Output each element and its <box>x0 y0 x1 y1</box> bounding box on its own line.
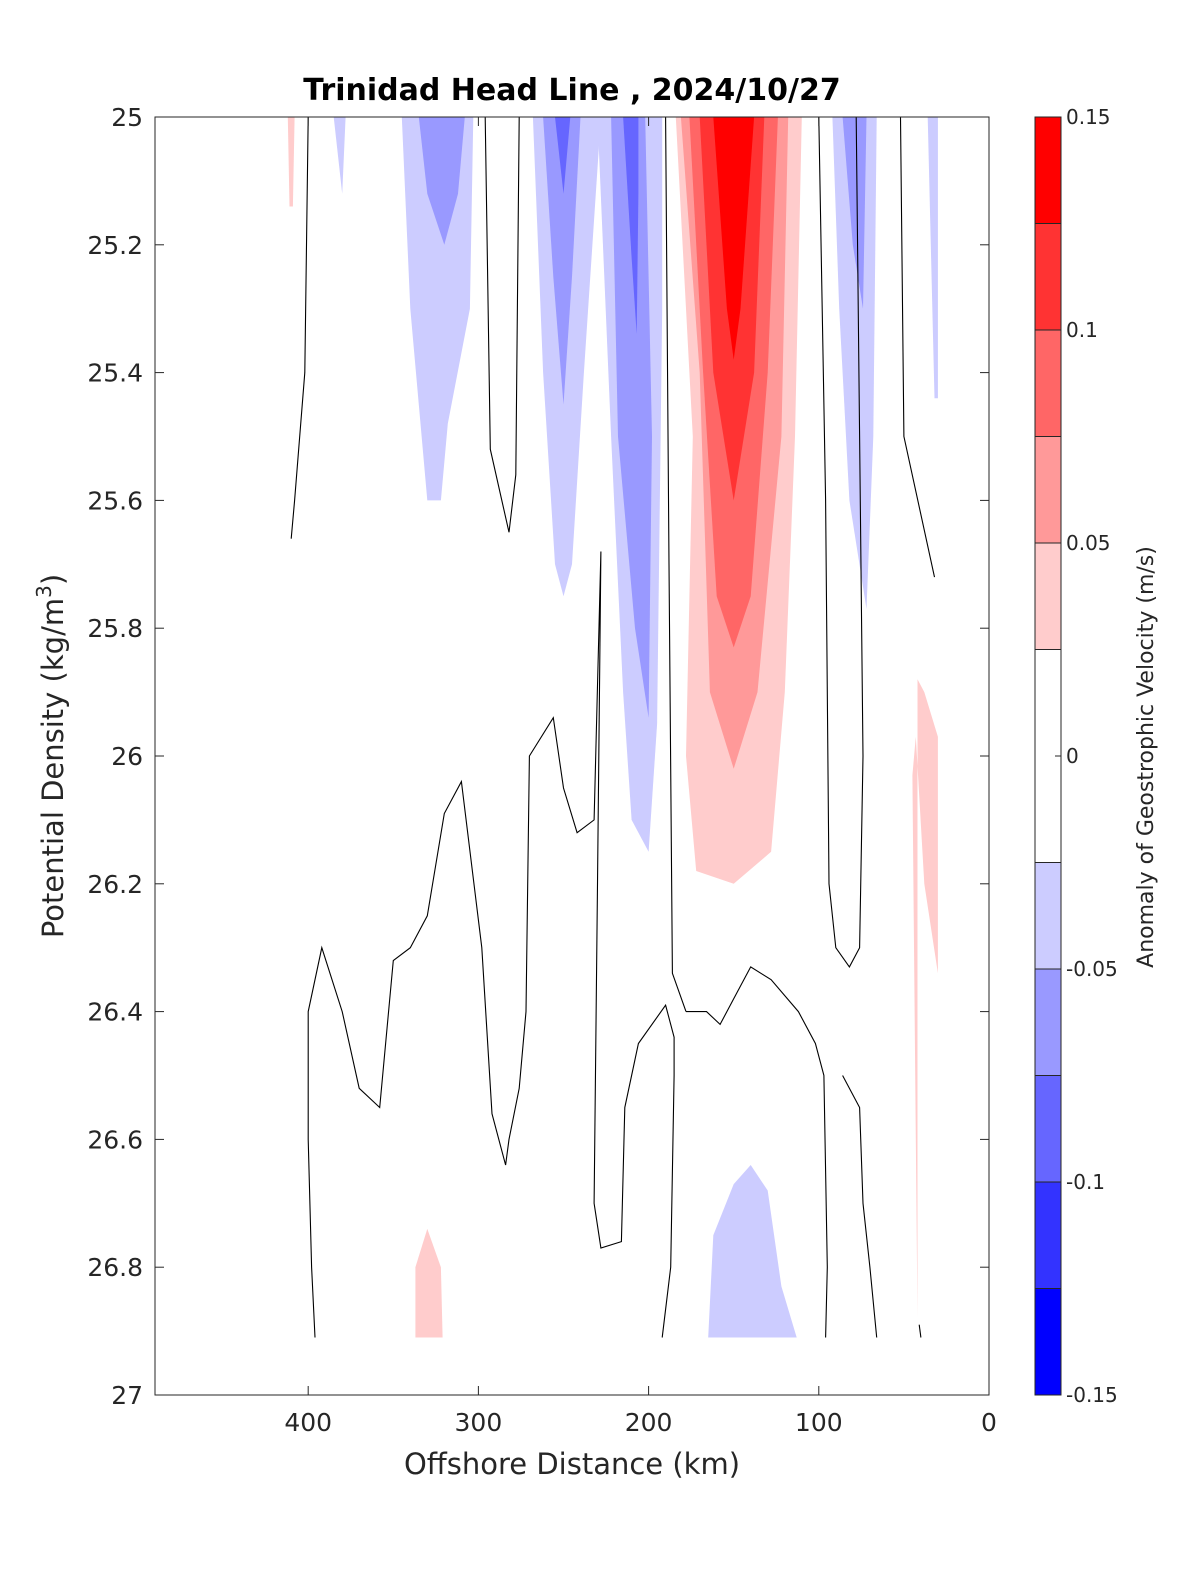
filled-region-blue-band-b-peak <box>555 117 571 194</box>
colorbar-tick-label: -0.05 <box>1066 957 1118 981</box>
filled-region-blue-band-b-core <box>543 117 581 405</box>
y-tick-labels: 25 25.2 25.4 25.6 25.8 26 26.2 26.4 26.6 26.8 27 <box>87 103 143 1410</box>
filled-region-blue-deep <box>708 1165 797 1338</box>
x-axis-label: Offshore Distance (km) <box>404 1447 740 1481</box>
contour-zero-d <box>818 117 864 968</box>
colorbar-swatch <box>1035 1075 1061 1182</box>
filled-region-red-coast <box>912 679 938 1319</box>
colorbar-tick-label: -0.1 <box>1066 1170 1105 1194</box>
y-tick-label: 26.8 <box>87 1253 143 1282</box>
colorbar-swatch <box>1035 436 1061 543</box>
colorbar-label: Anomaly of Geostrophic Velocity (m/s) <box>1134 546 1159 968</box>
contour-zero-h <box>842 1075 878 1338</box>
contour-zero-e <box>899 117 936 578</box>
y-tick-label: 25.8 <box>87 614 143 643</box>
colorbar-tick-label: 0 <box>1066 744 1079 768</box>
colorbar-tick-labels: -0.15 -0.1 -0.05 0 0.05 0.1 0.15 <box>1066 105 1118 1407</box>
x-tick-label: 400 <box>284 1408 332 1437</box>
filled-region-blue-thin-1 <box>333 117 346 194</box>
contour-zero-i <box>918 1324 922 1338</box>
filled-region-blue-band-d <box>832 117 877 609</box>
filled-region-blue-thin-2 <box>927 117 938 399</box>
contour-zero-c <box>665 117 687 1012</box>
zero-contour-lines <box>290 117 936 1338</box>
y-tick-label: 27 <box>111 1381 143 1410</box>
contour-zero-b <box>484 117 520 533</box>
y-tick-label: 26 <box>111 742 143 771</box>
x-tick-label: 100 <box>795 1408 843 1437</box>
plot-area <box>154 116 990 1396</box>
colorbar-swatch <box>1035 1182 1061 1289</box>
filled-region-red-deep <box>415 1228 443 1338</box>
y-tick-label: 25.4 <box>87 359 143 388</box>
x-tick-label: 200 <box>625 1408 673 1437</box>
x-tick-labels: 400 300 200 100 0 <box>284 1408 997 1437</box>
y-tick-label: 26.4 <box>87 998 143 1027</box>
colorbar-tick-label: 0.15 <box>1066 105 1111 129</box>
colorbar-swatch <box>1035 117 1061 224</box>
filled-region-blue-band-c-core <box>611 117 652 718</box>
y-tick-label: 26.6 <box>87 1125 143 1154</box>
contour-zero-g <box>686 966 828 1338</box>
colorbar-tick-label: -0.15 <box>1066 1383 1118 1407</box>
colorbar-swatch <box>1035 223 1061 330</box>
y-tick-label: 26.2 <box>87 870 143 899</box>
plot-frame <box>154 116 990 1396</box>
x-tick-label: 0 <box>981 1408 997 1437</box>
colorbar-swatch <box>1035 1288 1061 1395</box>
filled-region-red-core-0.125 <box>713 117 755 360</box>
colorbar-swatch <box>1035 330 1061 437</box>
y-axis-label: Potential Density (kg/m3) <box>32 574 70 938</box>
chart-title: Trinidad Head Line , 2024/10/27 <box>303 73 840 108</box>
y-axis-label-sup: 3 <box>32 585 56 598</box>
colorbar-swatch <box>1035 969 1061 1076</box>
filled-region-blue-band-b <box>532 117 601 597</box>
contour-zero-a <box>290 117 309 539</box>
filled-region-blue-band-a-core <box>418 117 465 245</box>
filled-region-blue-band-c-peak <box>623 117 639 335</box>
colorbar-tick-label: 0.05 <box>1066 531 1111 555</box>
colorbar-swatch <box>1035 543 1061 650</box>
y-axis-label-main: Potential Density (kg/m <box>36 598 70 938</box>
filled-region-blue-band-a <box>401 117 474 501</box>
y-tick-label: 25.2 <box>87 231 143 260</box>
y-tick-label: 25.6 <box>87 486 143 515</box>
colorbar <box>1034 116 1062 1396</box>
colorbar-swatch <box>1035 862 1061 969</box>
filled-region-red-offshore <box>287 117 295 207</box>
contour-zero-f <box>307 551 675 1338</box>
filled-region-blue-band-d-core <box>842 117 867 309</box>
filled-contours <box>287 117 938 1338</box>
y-axis-label-end: ) <box>36 574 70 585</box>
y-tick-label: 25 <box>111 103 143 132</box>
colorbar-tick-label: 0.1 <box>1066 318 1098 342</box>
x-tick-label: 300 <box>455 1408 503 1437</box>
